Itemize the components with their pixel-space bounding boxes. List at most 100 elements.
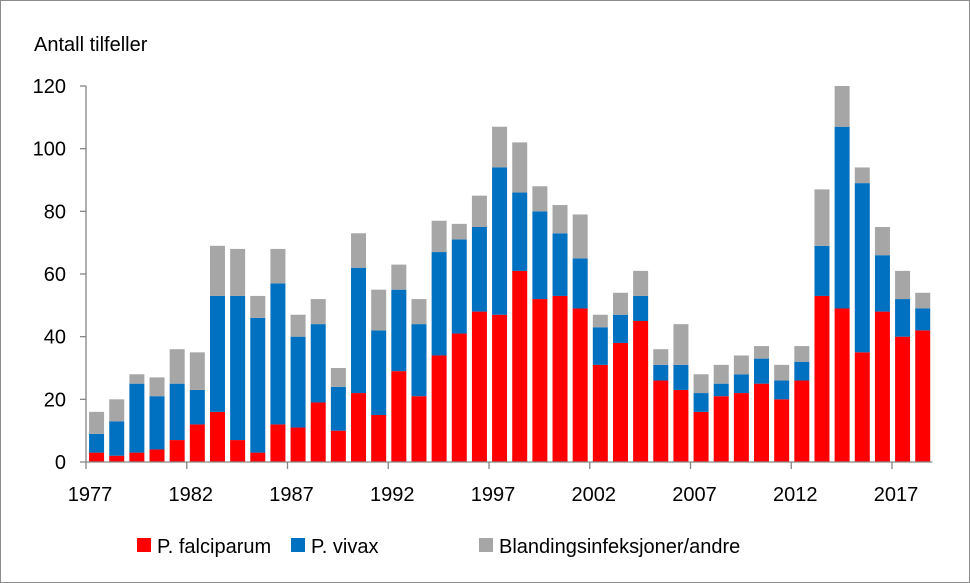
bar-blandingsinfeksjoner-andre-2006: [673, 324, 689, 365]
bar-p-vivax-1997: [492, 167, 508, 315]
bar-p-vivax-1996: [471, 227, 487, 312]
bar-blandingsinfeksjoner-andre-1991: [371, 289, 387, 331]
bar-p-falciparum-2012: [794, 380, 810, 462]
bar-p-falciparum-1995: [451, 333, 467, 462]
bar-blandingsinfeksjoner-andre-1982: [189, 352, 205, 390]
x-tick-label: 1992: [370, 484, 415, 506]
bar-p-falciparum-2000: [552, 295, 568, 462]
bar-p-vivax-1977: [89, 433, 105, 453]
bar-blandingsinfeksjoner-andre-1993: [411, 299, 427, 325]
bar-p-falciparum-1978: [109, 455, 125, 462]
bar-p-falciparum-1992: [391, 371, 407, 462]
bar-p-falciparum-1981: [169, 440, 185, 462]
x-tick-label: 1982: [169, 484, 214, 506]
bar-blandingsinfeksjoner-andre-1987: [290, 314, 306, 337]
bar-p-vivax-2008: [713, 383, 729, 397]
bar-blandingsinfeksjoner-andre-1981: [169, 349, 185, 384]
x-tick-label: 2012: [773, 484, 818, 506]
bar-p-falciparum-2010: [754, 383, 770, 462]
bar-p-vivax-1991: [371, 330, 387, 415]
bar-p-falciparum-1991: [371, 415, 387, 462]
bar-p-falciparum-2013: [814, 295, 830, 462]
bar-blandingsinfeksjoner-andre-2009: [733, 355, 749, 375]
bar-blandingsinfeksjoner-andre-2013: [814, 189, 830, 246]
bar-p-falciparum-1994: [431, 355, 447, 462]
bar-p-falciparum-1993: [411, 396, 427, 462]
bar-blandingsinfeksjoner-andre-2005: [653, 349, 669, 365]
bar-p-vivax-1990: [351, 267, 367, 394]
bar-p-falciparum-1982: [189, 424, 205, 462]
bar-p-vivax-2018: [915, 308, 931, 331]
bar-p-falciparum-2001: [572, 308, 588, 462]
bar-p-vivax-2009: [733, 374, 749, 394]
bar-p-vivax-2016: [874, 255, 890, 312]
bar-blandingsinfeksjoner-andre-1984: [230, 248, 246, 296]
bar-blandingsinfeksjoner-andre-1996: [471, 195, 487, 227]
bar-blandingsinfeksjoner-andre-1983: [209, 245, 225, 296]
bar-blandingsinfeksjoner-andre-2015: [854, 167, 870, 184]
bar-blandingsinfeksjoner-andre-1995: [451, 223, 467, 240]
bar-p-vivax-1985: [250, 317, 266, 453]
bar-blandingsinfeksjoner-andre-2001: [572, 214, 588, 259]
bar-p-vivax-2003: [612, 314, 628, 343]
bar-p-vivax-1982: [189, 389, 205, 425]
bar-p-falciparum-1979: [129, 452, 145, 462]
bar-p-falciparum-1980: [149, 449, 165, 462]
bar-blandingsinfeksjoner-andre-2008: [713, 364, 729, 384]
bar-p-vivax-2015: [854, 183, 870, 353]
bar-blandingsinfeksjoner-andre-2016: [874, 227, 890, 256]
x-tick-label: 1987: [269, 484, 314, 506]
y-tick-label: 120: [33, 76, 66, 98]
bar-p-vivax-2013: [814, 245, 830, 296]
bar-p-vivax-1986: [270, 283, 286, 425]
bar-p-vivax-2014: [834, 126, 850, 309]
legend-label-2: Blandingsinfeksjoner/andre: [499, 536, 740, 558]
bar-p-vivax-1983: [209, 295, 225, 412]
legend-label-1: P. vivax: [311, 536, 378, 558]
bar-p-vivax-1988: [310, 324, 326, 403]
bar-p-vivax-2011: [774, 380, 790, 400]
bar-p-vivax-2012: [794, 361, 810, 381]
bar-blandingsinfeksjoner-andre-2000: [552, 205, 568, 234]
bar-p-falciparum-2004: [633, 321, 649, 462]
bar-p-vivax-2006: [673, 364, 689, 390]
bar-p-vivax-1992: [391, 289, 407, 372]
bar-blandingsinfeksjoner-andre-1978: [109, 399, 125, 422]
bar-blandingsinfeksjoner-andre-1977: [89, 411, 105, 434]
legend-label-0: P. falciparum: [157, 536, 271, 558]
bar-p-falciparum-2006: [673, 389, 689, 462]
bar-blandingsinfeksjoner-andre-2002: [592, 314, 608, 328]
bar-p-falciparum-2005: [653, 380, 669, 462]
bar-blandingsinfeksjoner-andre-2017: [895, 270, 911, 300]
y-tick-label: 60: [44, 264, 66, 286]
bar-p-vivax-1993: [411, 324, 427, 397]
bar-p-falciparum-2018: [915, 330, 931, 462]
x-tick-label: 1977: [68, 484, 113, 506]
bar-p-falciparum-2008: [713, 396, 729, 462]
bar-p-vivax-2000: [552, 233, 568, 296]
bar-blandingsinfeksjoner-andre-1999: [532, 186, 548, 212]
bar-p-falciparum-2017: [895, 336, 911, 462]
bar-p-falciparum-2016: [874, 311, 890, 462]
bar-p-vivax-1987: [290, 336, 306, 428]
y-tick-label: 100: [33, 139, 66, 161]
bar-p-falciparum-1999: [532, 299, 548, 462]
bar-p-falciparum-1989: [330, 430, 346, 462]
y-tick-label: 0: [55, 452, 66, 474]
bar-p-falciparum-1998: [512, 270, 528, 462]
bar-p-falciparum-1988: [310, 402, 326, 462]
bar-p-vivax-1979: [129, 383, 145, 453]
bar-blandingsinfeksjoner-andre-1994: [431, 220, 447, 253]
bar-p-falciparum-2011: [774, 399, 790, 462]
bar-blandingsinfeksjoner-andre-1997: [492, 126, 508, 168]
y-tick-label: 20: [44, 389, 66, 411]
bar-blandingsinfeksjoner-andre-1990: [351, 233, 367, 268]
y-tick-label: 40: [44, 327, 66, 349]
bar-blandingsinfeksjoner-andre-2011: [774, 364, 790, 381]
bar-p-vivax-1978: [109, 421, 125, 456]
y-tick-label: 80: [44, 201, 66, 223]
bar-p-vivax-1999: [532, 211, 548, 300]
bar-p-vivax-1989: [330, 386, 346, 431]
